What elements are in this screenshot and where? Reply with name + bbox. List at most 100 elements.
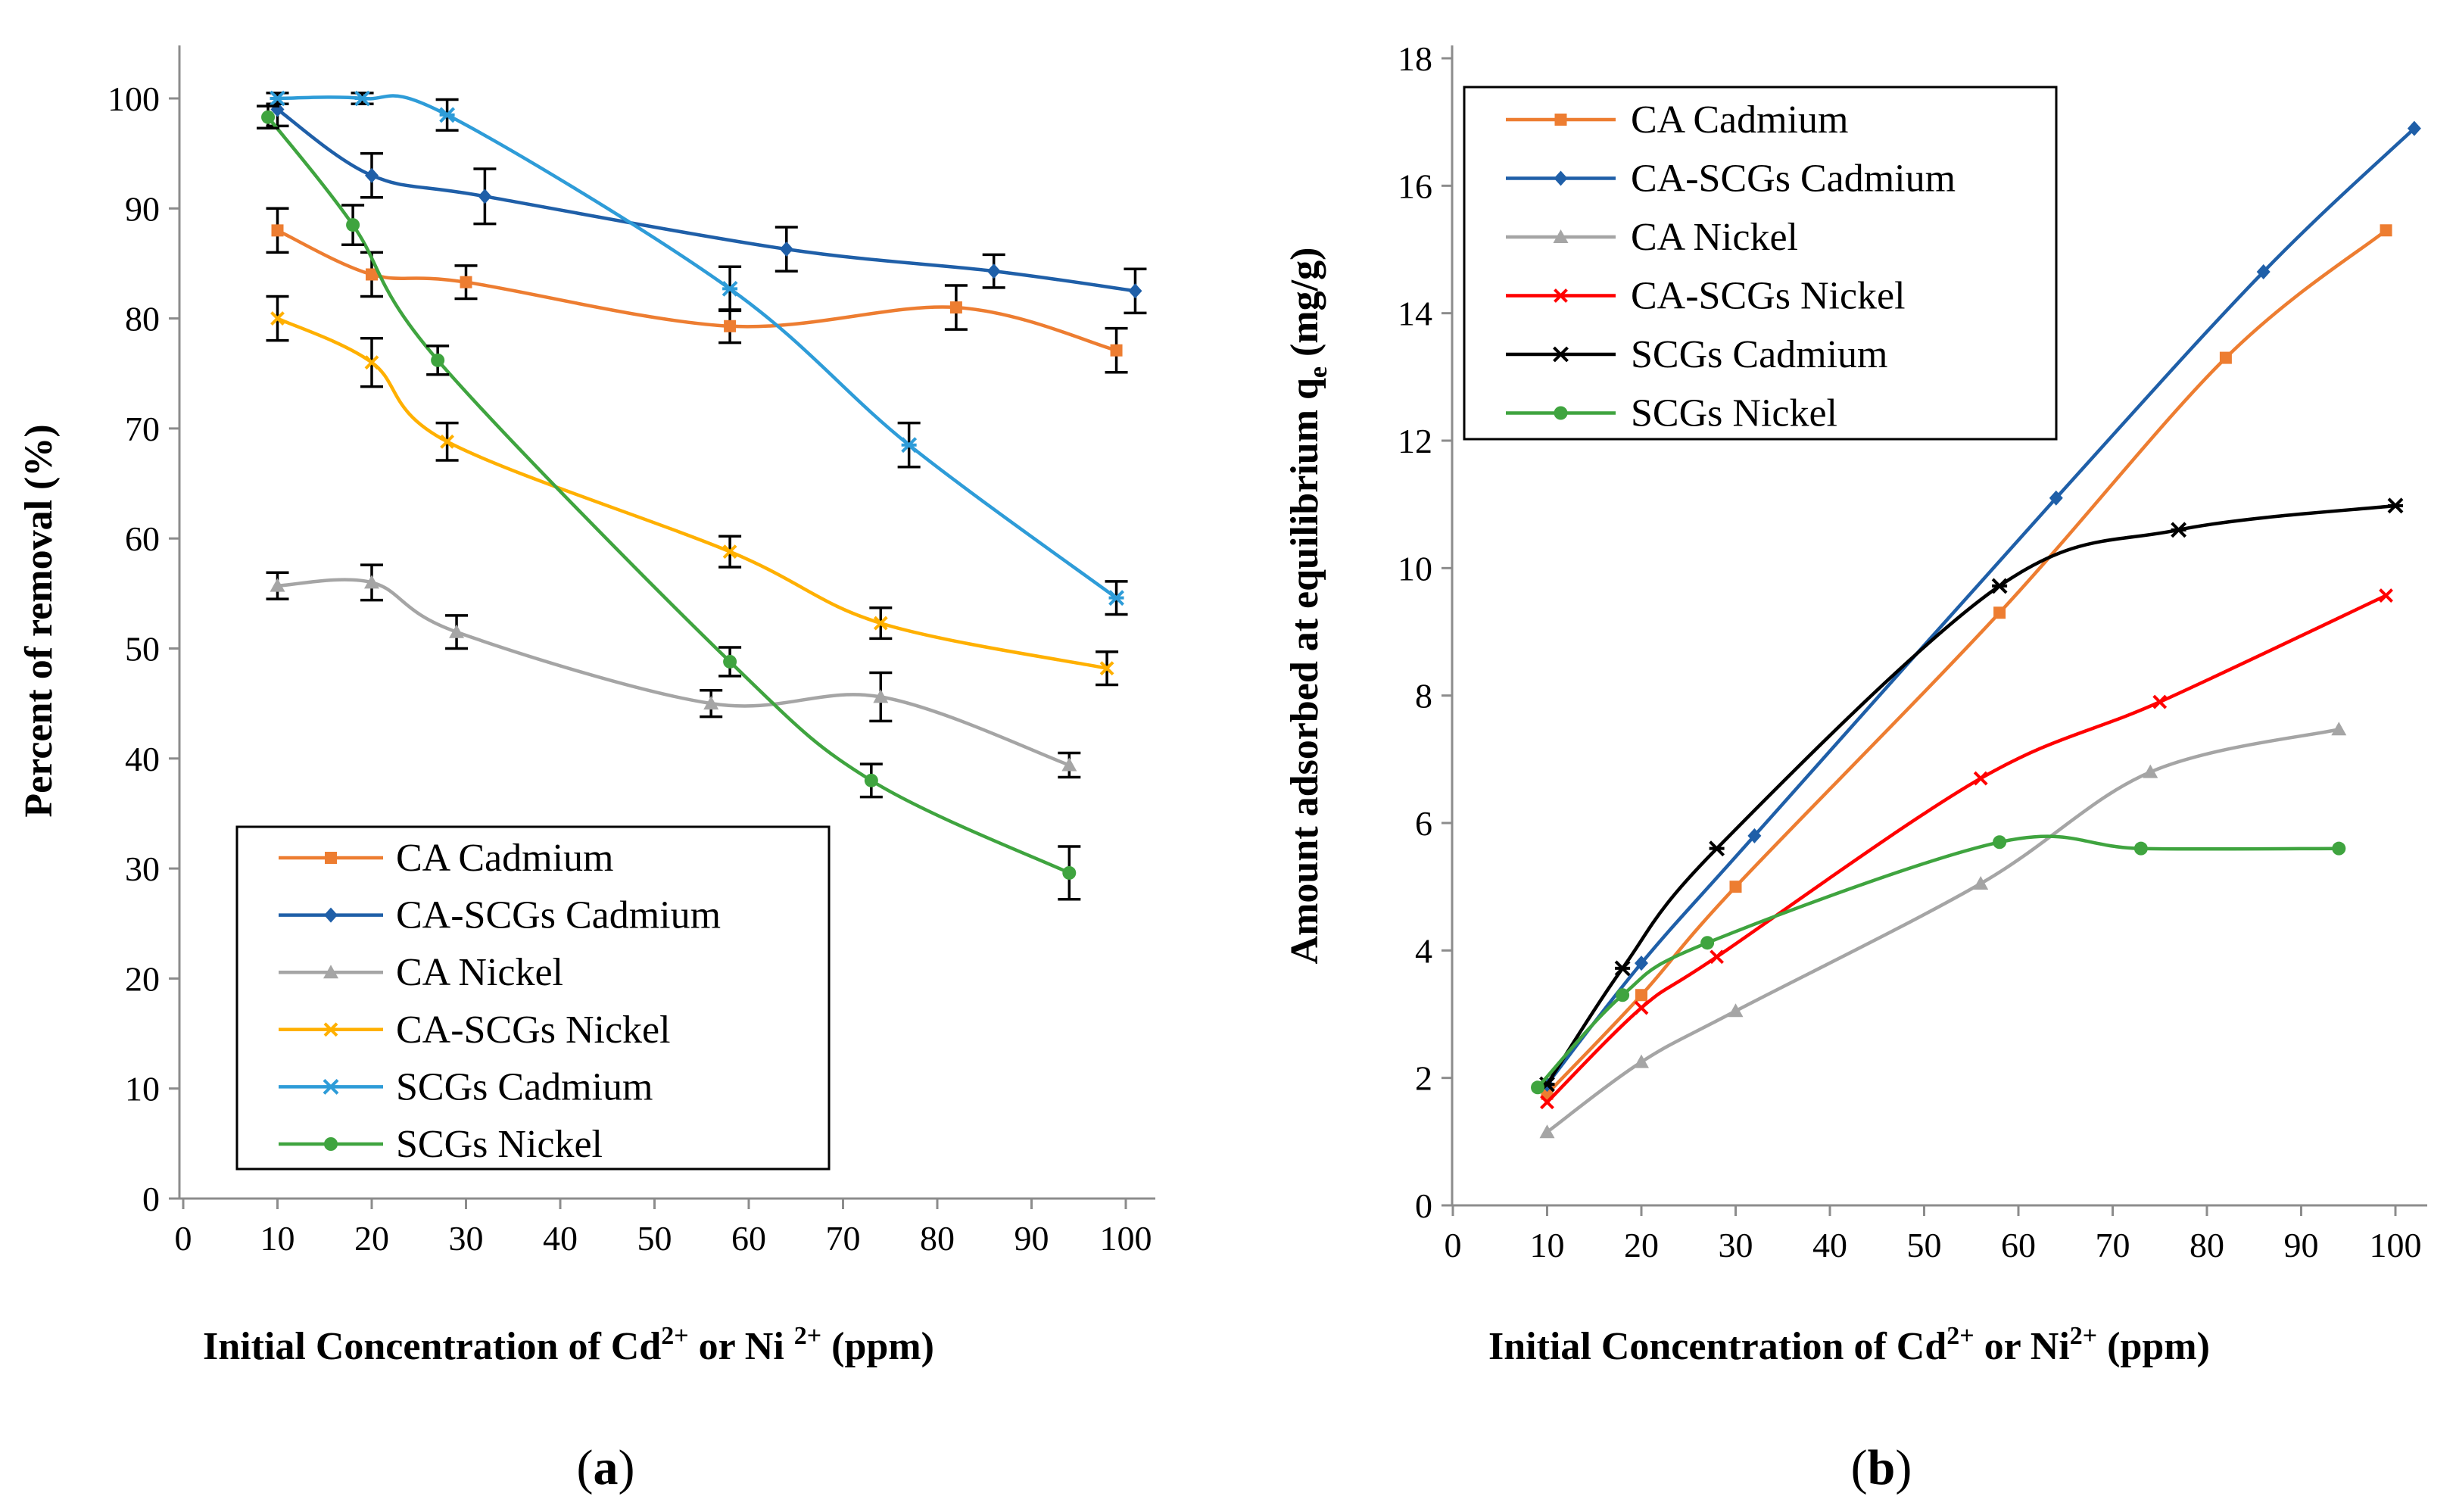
x-tick-label: 100 xyxy=(1100,1219,1152,1258)
data-point xyxy=(986,263,1001,279)
x-tick-label: 70 xyxy=(2096,1226,2130,1264)
x-axis-title-part: (ppm) xyxy=(2097,1325,2210,1368)
panel-label-paren: ) xyxy=(1895,1440,1912,1495)
x-tick-label: 20 xyxy=(354,1219,389,1258)
data-point xyxy=(439,107,456,123)
panel-label: (a) xyxy=(577,1440,635,1495)
x-tick-label: 70 xyxy=(826,1219,861,1258)
y-tick-label: 30 xyxy=(125,850,160,888)
y-tick-label: 6 xyxy=(1415,804,1432,843)
data-point xyxy=(2331,722,2347,736)
x-tick-label: 20 xyxy=(1624,1226,1659,1264)
legend-label: SCGs Cadmium xyxy=(1631,333,1888,376)
panel-label-letter: a xyxy=(594,1440,619,1495)
legend-label: SCGs Cadmium xyxy=(396,1065,653,1108)
series-line xyxy=(277,94,1117,600)
data-point xyxy=(1729,881,1742,893)
y-tick-label: 60 xyxy=(125,519,160,558)
y-tick-label: 14 xyxy=(1398,295,1432,333)
data-point xyxy=(2256,263,2271,279)
data-point xyxy=(723,654,737,669)
data-point xyxy=(1110,344,1123,357)
data-point xyxy=(949,301,962,314)
data-point xyxy=(431,353,445,367)
series-ca-nickel xyxy=(1539,722,2347,1139)
legend-label: CA Cadmium xyxy=(1631,98,1848,142)
legend-swatch-marker xyxy=(1553,229,1569,243)
y-tick-label: 10 xyxy=(1398,549,1432,588)
series-line xyxy=(276,316,1108,670)
panel-label-paren: ( xyxy=(577,1440,594,1495)
data-point xyxy=(1993,606,2006,619)
y-tick-label: 40 xyxy=(125,740,160,778)
y-axis-title-sub: e xyxy=(1304,366,1332,378)
series-ca-nickel xyxy=(266,563,1081,779)
legend-swatch-marker xyxy=(325,852,337,864)
series-ca-scgs-nickel xyxy=(266,295,1119,687)
data-point xyxy=(1709,840,1725,857)
data-point xyxy=(1993,835,2007,850)
legend-swatch-marker xyxy=(324,1137,338,1151)
x-axis-title-part: (ppm) xyxy=(821,1325,934,1368)
x-tick-label: 40 xyxy=(543,1219,578,1258)
data-point xyxy=(1099,661,1114,676)
x-tick-label: 30 xyxy=(1719,1226,1753,1264)
data-point xyxy=(2152,694,2168,709)
y-axis-title-unit: (mg/g) xyxy=(1283,248,1326,366)
data-point xyxy=(1108,590,1124,606)
data-point xyxy=(449,624,465,638)
data-point xyxy=(1991,578,2008,594)
legend-swatch-marker xyxy=(323,965,338,979)
chart-a: 0 10 20 30 40 50 60 70 80 90 100 0 10 20 30 40 50 60 70 80 9… xyxy=(17,45,1155,1495)
data-point xyxy=(270,578,285,592)
series-line xyxy=(276,108,1136,293)
data-point xyxy=(1634,1000,1649,1015)
legend-swatch-marker xyxy=(324,907,338,923)
x-tick-label: 0 xyxy=(175,1219,192,1258)
data-point xyxy=(724,320,737,332)
y-tick-label: 90 xyxy=(125,189,160,228)
data-point xyxy=(366,268,378,281)
x-axis-title-part: or Ni xyxy=(689,1325,794,1368)
data-point xyxy=(722,280,738,297)
panel-label: (b) xyxy=(1851,1440,1912,1495)
data-point xyxy=(2143,764,2158,778)
legend-swatch-marker xyxy=(323,1078,339,1095)
data-point xyxy=(365,167,379,183)
data-point xyxy=(1700,936,1715,950)
data-point xyxy=(1710,949,1725,965)
legend-label: CA-SCGs Nickel xyxy=(1631,275,1906,318)
data-point xyxy=(1616,988,1630,1002)
x-axis-title-part: Initial Concentration of Cd xyxy=(203,1325,661,1368)
data-point xyxy=(2049,490,2063,506)
x-tick-label: 30 xyxy=(449,1219,484,1258)
data-point xyxy=(1061,757,1077,772)
data-point xyxy=(478,189,492,204)
data-point xyxy=(1634,1054,1649,1068)
y-tick-label: 100 xyxy=(108,79,160,118)
data-point xyxy=(2380,224,2392,237)
series-scgs-nickel xyxy=(1531,834,2346,1095)
data-point xyxy=(354,90,370,107)
legend: CA Cadmium CA-SCGs Cadmium CA Nickel CA-SCG… xyxy=(1463,86,2058,441)
y-tick-label: 16 xyxy=(1398,167,1432,205)
data-point xyxy=(346,218,360,232)
x-axis-title-part: Initial Concentration of Cd xyxy=(1488,1325,1946,1368)
legend-box xyxy=(1463,86,2058,441)
data-point xyxy=(460,276,472,288)
legend-swatch-marker xyxy=(1554,170,1568,186)
legend-label: CA Nickel xyxy=(396,951,563,994)
data-point xyxy=(1614,960,1631,977)
x-tick-label: 50 xyxy=(637,1219,672,1258)
data-point xyxy=(864,773,878,787)
legend-label: CA Nickel xyxy=(1631,216,1798,259)
legend-swatch-marker xyxy=(1554,114,1567,126)
data-point xyxy=(1973,771,1988,786)
x-axis-title-part: or Ni xyxy=(1974,1325,2070,1368)
y-axis-title-main: Percent of removal (%) xyxy=(17,424,61,817)
series-ca-cadmium xyxy=(1541,224,2392,1100)
x-axis-title-sup: 2+ xyxy=(2070,1322,2097,1350)
x-tick-label: 10 xyxy=(260,1219,295,1258)
data-point xyxy=(270,90,285,107)
x-tick-label: 80 xyxy=(2190,1226,2224,1264)
